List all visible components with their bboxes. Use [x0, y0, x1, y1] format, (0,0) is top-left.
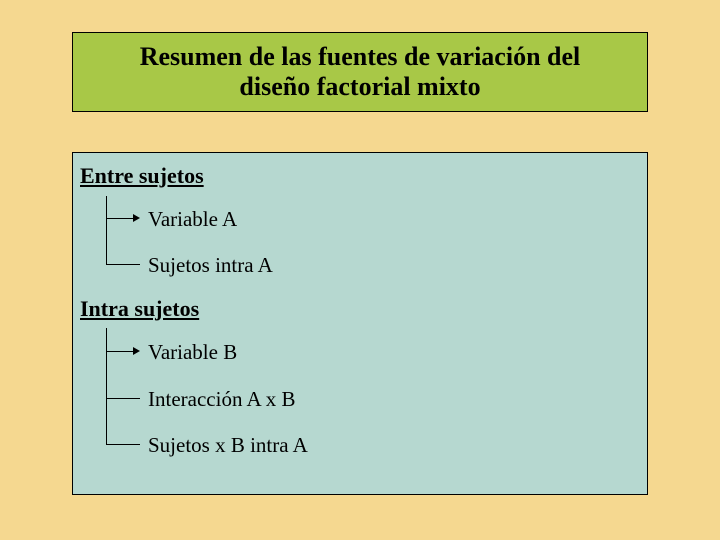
title-line-2: diseño factorial mixto	[73, 72, 647, 102]
item-interaccion-axb: Interacción A x B	[148, 387, 296, 412]
connector-line	[106, 351, 133, 352]
arrowhead-icon	[133, 214, 140, 222]
item-sujetos-xb-intra-a: Sujetos x B intra A	[148, 433, 308, 458]
connector-line	[106, 398, 140, 399]
section-heading-entre: Entre sujetos	[80, 163, 204, 189]
connector-line	[106, 444, 140, 445]
connector-line	[106, 328, 107, 444]
connector-line	[106, 264, 140, 265]
connector-line	[106, 218, 133, 219]
item-variable-a: Variable A	[148, 207, 237, 232]
connector-line	[106, 196, 107, 264]
arrowhead-icon	[133, 347, 140, 355]
item-variable-b: Variable B	[148, 340, 237, 365]
item-sujetos-intra-a: Sujetos intra A	[148, 253, 273, 278]
title-box: Resumen de las fuentes de variación del …	[72, 32, 648, 112]
section-heading-intra: Intra sujetos	[80, 296, 199, 322]
title-line-1: Resumen de las fuentes de variación del	[73, 42, 647, 72]
